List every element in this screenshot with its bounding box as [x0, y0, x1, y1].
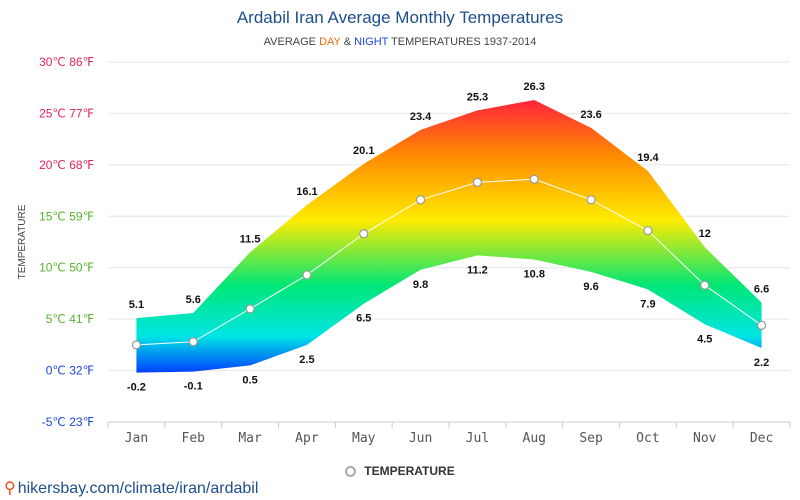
night-data-label: 2.5 [299, 354, 314, 366]
x-tick-label: Dec [750, 431, 773, 446]
temperature-point [188, 337, 198, 347]
night-data-label: 11.2 [467, 264, 488, 276]
subtitle-prefix: AVERAGE [263, 36, 317, 48]
x-tick-label: Jun [409, 431, 432, 446]
x-tick-label: Aug [523, 431, 546, 446]
day-data-label: 23.4 [410, 111, 432, 123]
day-data-label: 25.3 [467, 91, 488, 103]
night-data-label: -0.2 [127, 382, 146, 394]
day-data-label: 16.1 [296, 186, 317, 198]
footer-url: hikersbay.com/climate/iran/ardabil [17, 480, 259, 497]
y-tick-label: 5℃ 41℉ [46, 312, 94, 326]
x-tick-label: Oct [636, 431, 659, 446]
day-data-label: 23.6 [580, 109, 601, 121]
y-tick-label: 20℃ 68℉ [39, 158, 94, 172]
day-data-label: 12 [699, 228, 711, 240]
day-data-label: 11.5 [240, 233, 261, 245]
temperature-line [136, 178, 762, 346]
x-tick-label: Nov [693, 431, 717, 446]
y-tick-label: 30℃ 86℉ [39, 55, 94, 69]
x-tick-label: Feb [182, 431, 206, 446]
y-tick-label: 0℃ 32℉ [46, 364, 94, 378]
y-tick-label: -5℃ 23℉ [42, 415, 94, 429]
temperature-point [586, 195, 596, 205]
y-tick-label: 15℃ 59℉ [39, 209, 94, 223]
temperature-point [643, 226, 653, 236]
night-data-label: 10.8 [524, 268, 545, 280]
night-data-label: 4.5 [697, 333, 712, 345]
x-tick-label: Apr [295, 431, 319, 446]
x-tick-label: Jul [466, 431, 489, 446]
night-data-label: 2.2 [754, 357, 769, 369]
temperature-point [756, 320, 767, 330]
day-data-label: 19.4 [637, 152, 659, 164]
night-data-label: 0.5 [242, 374, 257, 386]
temperature-point [700, 280, 710, 290]
x-tick-label: Sep [579, 431, 603, 446]
night-data-label: 6.5 [356, 313, 371, 325]
temperature-point [529, 174, 539, 184]
subtitle-night: NIGHT [354, 36, 389, 48]
subtitle-amp: & [343, 36, 352, 48]
night-data-label: 9.8 [413, 279, 428, 291]
y-axis-label: TEMPERATURE [17, 204, 28, 279]
y-tick-label: 25℃ 77℉ [39, 106, 94, 120]
chart-title: Ardabil Iran Average Monthly Temperature… [236, 8, 564, 27]
temperature-point [415, 195, 426, 205]
temperature-point [359, 229, 369, 239]
y-tick-label: 10℃ 50℉ [39, 261, 94, 275]
circle-marker-icon [345, 466, 357, 477]
temperature-point [245, 304, 255, 314]
legend-label: TEMPERATURE [364, 464, 455, 478]
day-data-label: 6.6 [754, 284, 769, 296]
temperature-chart: 30℃ 86℉ 25℃ 77℉ 20℃ 68℉ 15℃ 59℉ 10℃ 50℉ 5℃ 41… [17, 55, 791, 446]
x-tick-label: Jan [125, 431, 148, 446]
location-pin-icon: ⚲ [4, 480, 16, 497]
night-data-label: 7.9 [640, 298, 655, 310]
day-data-label: 5.6 [186, 294, 201, 306]
night-data-label: 9.6 [583, 281, 598, 293]
x-tick-label: May [352, 431, 376, 446]
subtitle-day: DAY [319, 36, 341, 48]
night-data-label: -0.1 [184, 381, 203, 393]
temperature-band [136, 100, 762, 373]
temperature-point [302, 270, 312, 280]
footer-link[interactable]: ⚲ hikersbay.com/climate/iran/ardabil [4, 478, 258, 498]
temperature-point [472, 177, 483, 187]
x-tick-label: Mar [238, 431, 262, 446]
legend[interactable]: TEMPERATURE [0, 464, 800, 478]
temperature-point [131, 340, 142, 350]
day-data-label: 20.1 [353, 145, 374, 157]
chart-subtitle: AVERAGE DAY & NIGHT TEMPERATURES 1937-20… [0, 36, 800, 48]
day-data-label: 26.3 [524, 81, 545, 93]
day-data-label: 5.1 [129, 299, 144, 311]
subtitle-suffix: TEMPERATURES 1937-2014 [391, 36, 537, 48]
